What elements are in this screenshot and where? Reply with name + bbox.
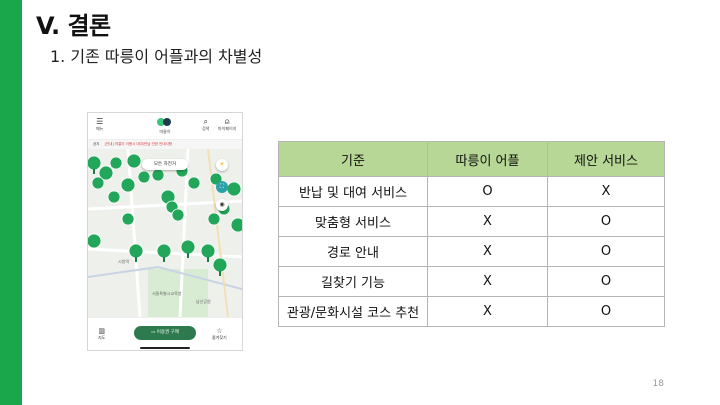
bike-status-icon[interactable]: ⛶ [216,181,228,193]
cell-proposed: O [547,206,665,237]
nav-map-label: 지도 [98,335,106,340]
map-label-station: 시청역 [118,259,130,264]
slide-subtitle: 1. 기존 따릉이 어플과의 차별성 [50,47,263,66]
table-row: 관광/문화시설 코스 추천 X O [278,296,665,327]
table-row: 경로 안내 X O [278,236,665,267]
buy-ticket-label: 이용권 구매 [156,330,179,335]
table-header-row: 기준 따릉이 어플 제안 서비스 [278,141,665,177]
map-label-park: 남산공원 [196,299,211,304]
cell-proposed: O [547,296,665,327]
cell-proposed: X [547,176,665,207]
cell-ddareungi: X [427,296,548,327]
menu-button[interactable]: ☰ 메뉴 [96,117,103,132]
menu-label: 메뉴 [96,126,104,131]
header-ddareungi-app: 따릉이 어플 [427,141,548,177]
accent-bar [0,0,22,405]
home-indicator [140,347,190,349]
slide-title: V. 결론 [36,12,111,40]
nav-favorites[interactable]: ☆ 즐겨찾기 [212,327,227,341]
buy-ticket-button[interactable]: ▭ 이용권 구매 [134,326,196,340]
cell-ddareungi: X [427,236,548,267]
cell-proposed: O [547,266,665,297]
search-icon: ⌕ [203,117,208,126]
nav-map[interactable]: ▥ 지도 [98,327,105,341]
header-proposed-service: 제안 서비스 [547,141,665,177]
station-pins [88,153,242,276]
star-icon: ☆ [216,327,223,335]
map-icon: ▥ [98,327,105,335]
notice-bar[interactable]: 공지 [안내] 따릉이 이용시 대여/반납 관련 안내사항 [88,140,242,149]
cell-criteria: 반납 및 대여 서비스 [278,176,428,207]
map-view[interactable]: 시청역 서울특별시교육청 남산공원 모든 자전거 ☀ ⛶ [88,149,242,317]
comparison-table: 기준 따릉이 어플 제안 서비스 반납 및 대여 서비스 O X 맞춤형 서비스… [278,141,665,327]
cell-proposed: O [547,236,665,267]
app-logo-label: 따릉이 [159,129,171,134]
table-row: 맞춤형 서비스 X O [278,206,665,237]
page-number: 18 [652,379,664,389]
cell-ddareungi: O [427,176,548,207]
search-button[interactable]: ⌕ 검색 [202,117,209,132]
mypage-button[interactable]: ⍝ 마이페이지 [218,117,236,132]
menu-icon: ☰ [96,117,104,126]
weather-icon[interactable]: ☀ [216,159,228,171]
bottom-nav: ▥ 지도 ▭ 이용권 구매 ☆ 즐겨찾기 [88,317,242,350]
cell-criteria: 관광/문화시설 코스 추천 [278,296,428,327]
map-label-office: 서울특별시교육청 [152,291,182,296]
ticket-icon: ▭ [151,330,157,335]
table-row: 반납 및 대여 서비스 O X [278,176,665,207]
notice-tag: 공지 [93,142,100,146]
cell-criteria: 경로 안내 [278,236,428,267]
qr-icon[interactable]: ◉ [216,199,228,211]
mypage-label: 마이페이지 [218,126,237,131]
cell-ddareungi: X [427,206,548,237]
cell-ddareungi: X [427,266,548,297]
app-screenshot: ☰ 메뉴 따릉이 ⌕ 검색 ⍝ 마이페이지 공지 [안내] 따릉이 이용시 대여… [87,112,243,351]
app-header: ☰ 메뉴 따릉이 ⌕ 검색 ⍝ 마이페이지 [88,113,242,140]
nav-favorites-label: 즐겨찾기 [212,335,227,340]
table-row: 길찾기 기능 X O [278,266,665,297]
bike-filter-button[interactable]: 모든 자전거 [142,159,188,170]
notice-text: [안내] 따릉이 이용시 대여/반납 관련 안내사항 [104,142,173,146]
search-label: 검색 [202,126,210,131]
cell-criteria: 맞춤형 서비스 [278,206,428,237]
header-criteria: 기준 [278,141,428,177]
app-logo [157,118,173,126]
user-icon: ⍝ [224,117,230,126]
cell-criteria: 길찾기 기능 [278,266,428,297]
